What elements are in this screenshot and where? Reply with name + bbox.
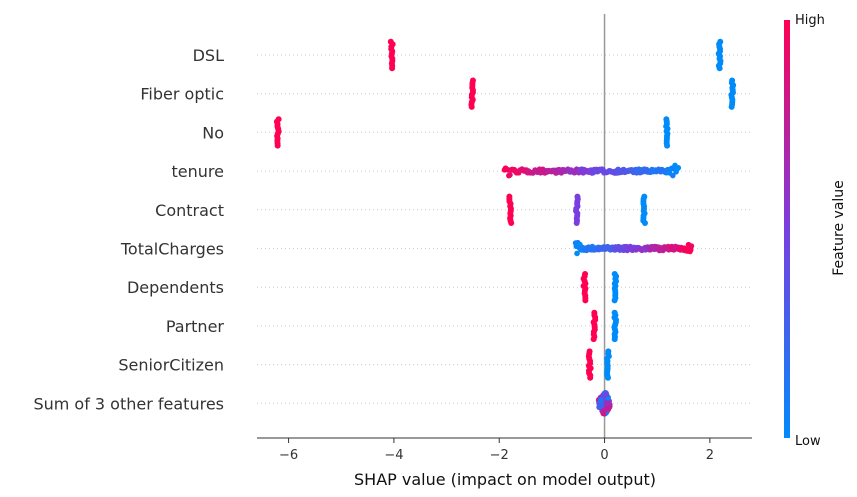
x-tick-label: 0 [600, 448, 608, 463]
x-axis: −6 −4 −2 0 2 [257, 437, 752, 463]
feature-label: Fiber optic [140, 85, 224, 104]
shap-point [664, 142, 671, 149]
colorbar-title: Feature value [831, 180, 847, 276]
x-tick-label: 2 [706, 448, 714, 463]
colorbar: High Low Feature value [784, 13, 847, 449]
feature-label: DSL [193, 46, 224, 65]
feature-label: Sum of 3 other features [33, 394, 224, 413]
shap-point [574, 250, 580, 257]
shap-point [688, 243, 695, 249]
shap-point [728, 103, 735, 110]
shap-point [611, 336, 618, 343]
shap-point [468, 103, 475, 110]
shap-point [274, 142, 281, 149]
shap-point [389, 65, 396, 72]
shap-point [641, 220, 648, 226]
shap-point [675, 165, 682, 171]
shap-point [508, 220, 515, 226]
shap-point [597, 397, 604, 404]
feature-label: Dependents [127, 278, 224, 297]
shap-point [587, 374, 594, 381]
shap-point [590, 336, 597, 343]
shap-point [507, 172, 513, 178]
shap-point [573, 220, 580, 226]
shap-point [582, 297, 589, 304]
feature-label: No [202, 123, 224, 142]
feature-label: SeniorCitizen [118, 356, 224, 375]
x-axis-title: SHAP value (impact on model output) [354, 470, 656, 489]
feature-label: Partner [166, 317, 225, 336]
shap-point [611, 297, 618, 304]
shap-point [604, 400, 611, 407]
colorbar-gradient [784, 20, 790, 438]
shap-point [604, 374, 611, 381]
colorbar-high-label: High [795, 13, 825, 28]
shap-point [716, 65, 723, 72]
feature-label: Contract [155, 201, 224, 220]
data-points [273, 38, 737, 417]
x-tick-label: −4 [384, 448, 403, 463]
x-tick-label: −2 [490, 448, 509, 463]
shap-point [603, 391, 610, 398]
colorbar-low-label: Low [795, 434, 821, 449]
shap-point [596, 403, 603, 410]
feature-label: TotalCharges [120, 240, 224, 259]
shap-point [670, 172, 676, 179]
feature-rows: DSL Fiber optic No tenure Contract TotalCharg… [33, 46, 752, 413]
x-tick-label: −6 [279, 448, 298, 463]
feature-label: tenure [172, 162, 224, 181]
